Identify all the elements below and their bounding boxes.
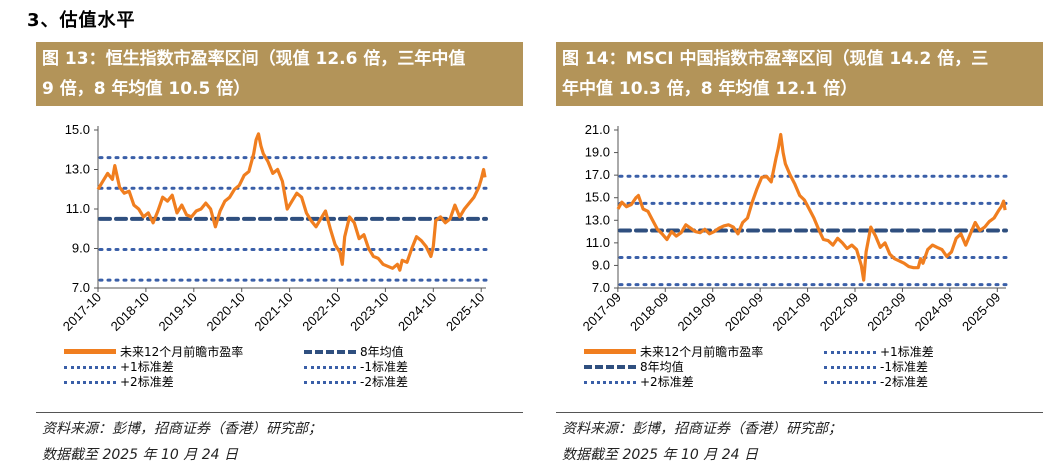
y-tick-label: 19.0 <box>585 145 610 160</box>
msci-title-line1: 图 14：MSCI 中国指数市盈率区间（现值 14.2 倍，三 <box>562 49 989 69</box>
msci-title-line2: 年中值 10.3 倍，8 年均值 12.1 倍） <box>562 79 858 99</box>
x-tick-label: 2022-10 <box>299 290 343 334</box>
x-tick-label: 2018-10 <box>108 290 152 334</box>
legend-minus1-swatch <box>824 366 876 369</box>
x-tick-label: 2018-09 <box>627 290 671 334</box>
pe-series-line <box>96 132 487 272</box>
x-tick-label: 2017-09 <box>580 290 624 334</box>
x-tick-label: 2019-10 <box>156 290 200 334</box>
x-tick-label: 2023-10 <box>347 290 391 334</box>
legend-series-label: 未来12个月前瞻市盈率 <box>120 345 244 359</box>
hsi-legend: 未来12个月前瞻市盈率 8年均值 +1标准差 -1标准差 +2标准差 -2标准差 <box>36 342 523 392</box>
legend-avg-swatch <box>584 365 636 369</box>
x-tick-label: 2019-09 <box>674 290 718 334</box>
x-tick-label: 2021-10 <box>251 290 295 334</box>
legend-plus1-swatch <box>64 366 116 369</box>
x-tick-label: 2023-09 <box>864 290 908 334</box>
legend-plus2-swatch <box>64 381 116 384</box>
x-tick-label: 2024-09 <box>912 290 956 334</box>
legend-avg-label: 8年均值 <box>640 360 684 374</box>
legend-plus2-label: +2标准差 <box>640 375 694 389</box>
legend-plus2-swatch <box>584 381 636 384</box>
hsi-title-line2: 9 倍，8 年均值 10.5 倍） <box>42 79 251 99</box>
x-tick-label: 2020-10 <box>203 290 247 334</box>
hsi-panel: 图 13：恒生指数市盈率区间（现值 12.6 倍，三年中值 9 倍，8 年均值 … <box>36 42 523 467</box>
legend-plus1-label: +1标准差 <box>880 345 934 359</box>
legend-minus1-label: -1标准差 <box>880 360 928 374</box>
legend-avg-swatch <box>304 350 356 354</box>
section-title: 3、估值水平 <box>27 10 136 31</box>
source-line2: 数据截至 2025 年 10 月 24 日 <box>562 447 758 463</box>
x-tick-label: 2025-09 <box>959 290 1003 334</box>
legend-series-swatch <box>64 349 116 354</box>
legend-minus1-swatch <box>304 366 356 369</box>
y-tick-label: 7.0 <box>592 280 610 295</box>
legend-series-swatch <box>584 349 636 354</box>
y-tick-label: 11.0 <box>586 235 610 250</box>
msci-source: 资料来源：彭博，招商证券（香港）研究部； 数据截至 2025 年 10 月 24… <box>562 416 842 468</box>
hsi-title-banner: 图 13：恒生指数市盈率区间（现值 12.6 倍，三年中值 9 倍，8 年均值 … <box>36 42 523 106</box>
hsi-source: 资料来源：彭博，招商证券（香港）研究部； 数据截至 2025 年 10 月 24… <box>42 416 322 468</box>
y-tick-label: 15.0 <box>585 190 610 205</box>
x-tick-label: 2022-09 <box>817 290 861 334</box>
legend-minus2-swatch <box>824 381 876 384</box>
source-line2: 数据截至 2025 年 10 月 24 日 <box>42 447 238 463</box>
legend-minus1-label: -1标准差 <box>360 360 408 374</box>
msci-legend: 未来12个月前瞻市盈率 +1标准差 8年均值 -1标准差 +2标准差 -2标准差 <box>556 342 1043 392</box>
x-tick-label: 2017-10 <box>60 290 104 334</box>
legend-plus1-swatch <box>824 351 876 354</box>
legend-avg-label: 8年均值 <box>360 345 404 359</box>
y-tick-label: 17.0 <box>585 167 610 182</box>
legend-minus2-swatch <box>304 381 356 384</box>
source-line1: 资料来源：彭博，招商证券（香港）研究部； <box>42 421 322 437</box>
hsi-title-line1: 图 13：恒生指数市盈率区间（现值 12.6 倍，三年中值 <box>42 49 466 69</box>
y-tick-label: 11.0 <box>66 201 90 216</box>
x-tick-label: 2020-09 <box>722 290 766 334</box>
y-tick-label: 9.0 <box>592 257 610 272</box>
y-tick-label: 7.0 <box>72 280 90 295</box>
source-line1: 资料来源：彭博，招商证券（香港）研究部； <box>562 421 842 437</box>
msci-panel: 图 14：MSCI 中国指数市盈率区间（现值 14.2 倍，三 年中值 10.3… <box>556 42 1043 467</box>
y-tick-label: 13.0 <box>65 162 90 177</box>
legend-plus1-label: +1标准差 <box>120 360 174 374</box>
hsi-divider <box>36 412 523 413</box>
legend-plus2-label: +2标准差 <box>120 375 174 389</box>
x-tick-label: 2024-10 <box>395 290 439 334</box>
legend-minus2-label: -2标准差 <box>880 375 928 389</box>
pe-series-line <box>616 132 1007 282</box>
y-tick-label: 15.0 <box>65 122 90 137</box>
x-tick-label: 2025-10 <box>443 290 487 334</box>
y-tick-label: 13.0 <box>585 212 610 227</box>
y-tick-label: 9.0 <box>72 241 90 256</box>
msci-divider <box>556 412 1043 413</box>
y-tick-label: 21.0 <box>585 122 610 137</box>
x-tick-label: 2021-09 <box>769 290 813 334</box>
legend-minus2-label: -2标准差 <box>360 375 408 389</box>
legend-series-label: 未来12个月前瞻市盈率 <box>640 345 764 359</box>
msci-title-banner: 图 14：MSCI 中国指数市盈率区间（现值 14.2 倍，三 年中值 10.3… <box>556 42 1043 106</box>
